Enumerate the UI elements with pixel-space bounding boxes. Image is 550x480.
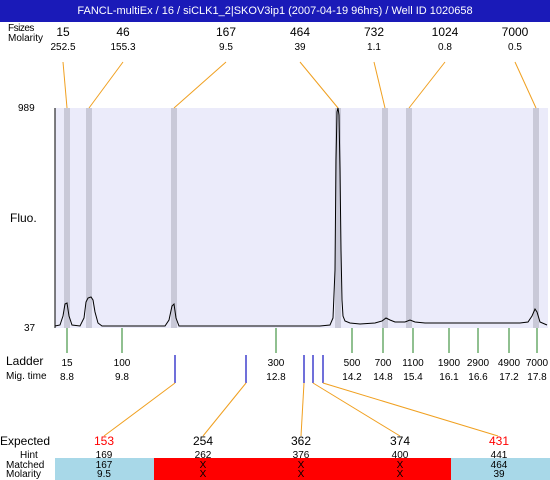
peak-connector [373, 61, 386, 109]
ladder-size: 1900 [437, 358, 461, 369]
peak-size: 1024 [431, 25, 459, 39]
peak-molarity: 9.5 [219, 42, 233, 53]
molarity-value: X [396, 469, 404, 480]
peak-connector [88, 61, 124, 109]
ladder-time: 16.6 [468, 372, 488, 383]
molarity-header-label: Molarity [8, 33, 44, 44]
ladder-size: 7000 [525, 358, 549, 369]
sizes-header-label: Fsizes [8, 23, 34, 34]
molarity-value: 39 [493, 469, 505, 480]
ladder-size: 500 [343, 358, 361, 369]
expected-connectors [103, 382, 499, 437]
peak-size: 167 [215, 25, 237, 39]
peak-size: 46 [116, 25, 130, 39]
ladder-size: 15 [61, 358, 73, 369]
expected-label: Expected [0, 434, 51, 448]
peak-size: 7000 [501, 25, 529, 39]
ladder-time: 15.4 [403, 372, 423, 383]
peak-band [382, 108, 388, 328]
peak-molarity: 252.5 [50, 42, 76, 53]
ladder-time: 17.2 [499, 372, 519, 383]
ladder-time: 14.2 [342, 372, 362, 383]
matched-value: X [396, 460, 404, 471]
peak-band [335, 108, 341, 328]
hint-value: 441 [490, 450, 508, 461]
y-axis-max: 989 [18, 103, 35, 114]
molarity-value: 9.5 [97, 469, 111, 480]
ladder-size: 4900 [497, 358, 521, 369]
window-title: FANCL-multiEx / 16 / siCLK1_2|SKOV3ip1 (… [77, 5, 473, 17]
peak-band [406, 108, 412, 328]
peak-molarity: 0.8 [438, 42, 452, 53]
peak-molarity: 0.5 [508, 42, 522, 53]
peak-connector [514, 61, 537, 109]
ladder-time: 14.8 [373, 372, 393, 383]
ladder-ticks [66, 328, 538, 353]
hint-label: Hint [20, 450, 38, 461]
peak-molarity: 39 [294, 42, 306, 53]
matched-label: Matched [6, 460, 45, 471]
peak-band [171, 108, 177, 328]
peak-connector [62, 61, 68, 109]
peak-molarity: 1.1 [367, 42, 381, 53]
peak-size: 732 [363, 25, 385, 39]
peak-connectors [62, 61, 537, 109]
trace-line [54, 107, 548, 327]
expected-connector [312, 382, 401, 437]
peak-size: 464 [289, 25, 311, 39]
molarity-value: X [199, 469, 207, 480]
molarity-label: Molarity [6, 469, 42, 480]
ladder-size: 100 [113, 358, 131, 369]
hint-value: 376 [292, 450, 310, 461]
ladder-size: 2900 [466, 358, 490, 369]
peak-band [86, 108, 92, 328]
y-axis-label: Fluo. [10, 211, 37, 225]
matched-value: 464 [490, 460, 508, 471]
expected-size: 153 [93, 434, 115, 448]
peak-connector [173, 61, 227, 109]
sample-ticks [174, 355, 324, 383]
ladder-size: 1100 [402, 358, 424, 369]
mig-time-label: Mig. time [6, 371, 47, 382]
hint-value: 262 [194, 450, 212, 461]
plot-area [55, 108, 548, 328]
ladder-time: 8.8 [60, 372, 74, 383]
expected-size: 254 [192, 434, 214, 448]
expected-connector [322, 382, 499, 437]
peak-connector [299, 61, 339, 109]
ladder-time: 12.8 [266, 372, 286, 383]
expected-connector [202, 382, 247, 437]
peak-molarity: 155.3 [110, 42, 136, 53]
matched-value: X [297, 460, 305, 471]
expected-size: 362 [290, 434, 312, 448]
peak-band [533, 108, 539, 328]
hint-value: 400 [391, 450, 409, 461]
y-axis-min: 37 [24, 323, 36, 334]
hint-value: 169 [95, 450, 113, 461]
peak-size: 15 [56, 25, 70, 39]
ladder-time: 9.8 [115, 372, 129, 383]
matched-cell-bg [451, 458, 550, 480]
matched-value: X [199, 460, 207, 471]
expected-connector [300, 382, 305, 437]
missing-cell-bg [154, 458, 451, 480]
ladder-time: 16.1 [439, 372, 459, 383]
ladder-time: 17.8 [527, 372, 547, 383]
matched-cell-bg [55, 458, 154, 480]
expected-size: 431 [488, 434, 510, 448]
expected-size: 374 [389, 434, 411, 448]
peak-bands [64, 108, 539, 328]
ladder-label: Ladder [6, 354, 44, 368]
ladder-size: 300 [267, 358, 285, 369]
matched-value: 167 [95, 460, 113, 471]
peak-band [64, 108, 70, 328]
ladder-size: 700 [374, 358, 392, 369]
title-bar: FANCL-multiEx / 16 / siCLK1_2|SKOV3ip1 (… [0, 0, 550, 22]
expected-connector [103, 382, 176, 437]
peak-connector [408, 61, 446, 109]
molarity-value: X [297, 469, 305, 480]
